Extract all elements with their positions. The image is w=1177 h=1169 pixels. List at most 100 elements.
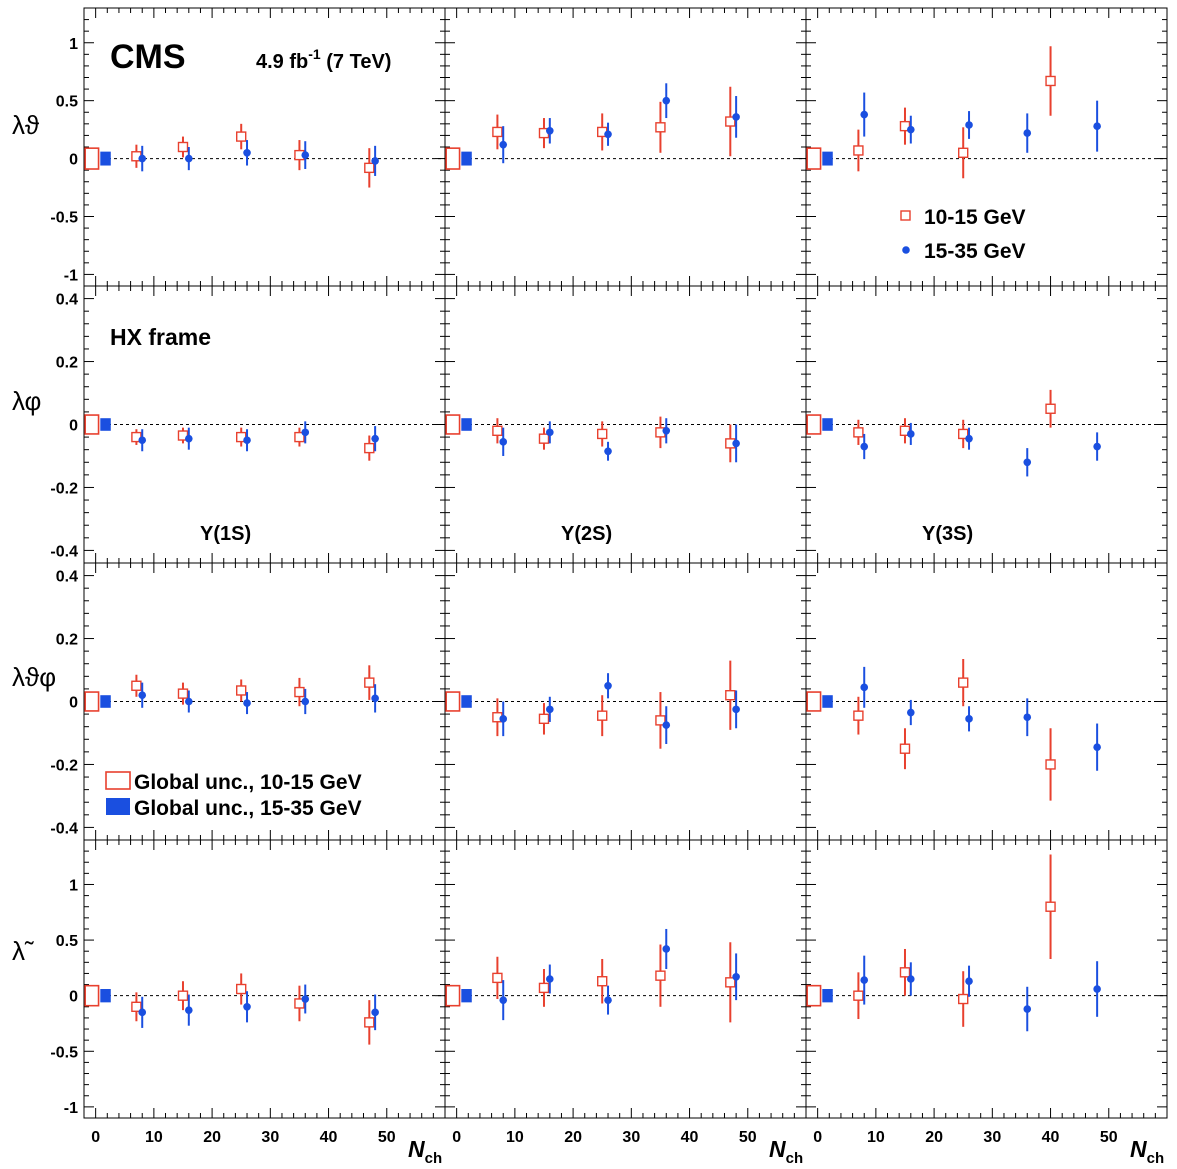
data-point-15-35: [301, 428, 310, 437]
x-tick-label: 40: [681, 1129, 699, 1146]
panel-frame: [83, 839, 446, 1119]
x-tick-label: 30: [983, 1129, 1001, 1146]
series-legend: 10-15 GeV 15-35 GeV: [900, 206, 1026, 263]
data-point-10-15: [655, 715, 666, 726]
data-point-15-35: [965, 977, 973, 986]
data-point-15-35: [604, 996, 612, 1004]
data-point-15-35: [662, 945, 671, 953]
panel-frame: [444, 7, 807, 287]
global-unc-box-10-15: [445, 147, 461, 170]
panel-r2-c1: [444, 562, 807, 841]
data-point-15-35: [732, 972, 740, 981]
data-point-15-35: [662, 96, 671, 105]
data-point-15-35: [371, 694, 379, 703]
panel-r0-c0: -1 -0.5 0 0.5 1: [50, 7, 446, 287]
data-point-10-15: [725, 690, 736, 701]
data-point-15-35: [1023, 458, 1032, 467]
global-unc-box-15-35: [822, 151, 833, 166]
x-tick-label: 10: [145, 1129, 163, 1146]
global-unc-box-10-15: [806, 147, 822, 170]
x-axis-title-sub: ch: [1147, 1150, 1165, 1167]
data-point-15-35: [546, 975, 554, 983]
legend-label-10-15: 10-15 GeV: [924, 206, 1026, 229]
x-axis-title-col2: Nch: [769, 1136, 803, 1167]
x-axis-title-main: N: [769, 1136, 786, 1162]
y-tick-label: -1: [64, 267, 78, 284]
data-point-10-15: [492, 126, 503, 138]
data-point-15-35: [138, 154, 147, 163]
data-point-10-15: [655, 122, 666, 133]
data-point-15-35: [371, 1008, 379, 1017]
x-tick-label: 40: [1042, 1129, 1060, 1146]
y-tick-label: -0.5: [50, 1044, 78, 1061]
legend-marker-15-35: [902, 246, 910, 254]
data-point-15-35: [243, 699, 251, 707]
data-point-10-15: [364, 162, 375, 174]
y-tick-label: -0.4: [50, 820, 78, 837]
luminosity-prefix: 4.9 fb: [256, 51, 308, 73]
data-point-10-15: [853, 145, 864, 156]
data-point-15-35: [301, 697, 310, 706]
data-point-10-15: [364, 1017, 375, 1028]
y-tick-label: -0.2: [50, 480, 78, 497]
data-point-15-35: [604, 130, 612, 139]
data-point-10-15: [958, 428, 969, 440]
data-point-10-15: [364, 442, 375, 454]
global-unc-box-10-15: [445, 984, 461, 1007]
data-point-15-35: [860, 110, 869, 119]
panel-r0-c2: [805, 7, 1168, 287]
data-point-10-15: [538, 433, 550, 444]
data-point-15-35: [732, 439, 740, 448]
state-label-2s: Υ(2S): [561, 523, 612, 545]
global-unc-box-15-35: [461, 418, 472, 431]
data-point-10-15: [899, 743, 911, 754]
row-label-lambda-phi: λφ: [12, 386, 41, 416]
global-unc-box-10-15: [84, 414, 100, 435]
x-axis-title-col1: Nch: [408, 1136, 442, 1167]
y-tick-label: -0.4: [50, 543, 78, 560]
global-unc-box-10-15: [445, 691, 461, 712]
data-point-10-15: [725, 977, 736, 988]
global-unc-box-15-35: [100, 695, 111, 708]
data-point-15-35: [907, 430, 915, 438]
data-point-10-15: [597, 976, 608, 987]
data-point-15-35: [243, 1003, 251, 1011]
data-point-10-15: [1045, 403, 1056, 414]
y-tick-label: 0: [69, 152, 78, 169]
x-tick-label: 50: [1100, 1129, 1118, 1146]
global-unc-box-15-35: [100, 989, 111, 1003]
x-tick-label: 0: [91, 1129, 100, 1146]
global-uncertainty-legend: Global unc., 10-15 GeV Global unc., 15-3…: [105, 771, 362, 820]
y-tick-label: 0.2: [56, 355, 78, 372]
data-point-15-35: [965, 121, 973, 129]
data-point-10-15: [236, 685, 247, 696]
data-point-10-15: [294, 998, 305, 1009]
data-point-15-35: [907, 975, 915, 983]
y-tick-label: 0: [69, 989, 78, 1006]
data-point-10-15: [236, 983, 247, 995]
data-point-15-35: [965, 434, 973, 443]
data-point-15-35: [371, 157, 379, 165]
data-point-10-15: [177, 990, 189, 1001]
data-point-15-35: [907, 708, 915, 717]
data-point-15-35: [1093, 442, 1101, 451]
x-tick-label: 30: [622, 1129, 640, 1146]
row-label-lambda-tilde: λ̃: [12, 936, 34, 966]
data-point-10-15: [236, 131, 247, 142]
global-unc-box-15-35: [100, 151, 111, 166]
data-point-10-15: [958, 147, 969, 158]
global-unc-box-15-35: [461, 989, 472, 1003]
y-tick-label: -1: [64, 1100, 78, 1117]
data-point-15-35: [185, 434, 193, 443]
global-unc-box-15-35: [461, 151, 472, 166]
x-axis-title-sub: ch: [425, 1150, 443, 1167]
data-point-15-35: [1023, 129, 1032, 137]
data-point-15-35: [1093, 122, 1101, 130]
data-point-10-15: [492, 425, 503, 436]
data-point-10-15: [1045, 901, 1056, 912]
data-point-15-35: [138, 1008, 147, 1017]
data-point-10-15: [294, 431, 305, 443]
x-tick-label: 20: [925, 1129, 943, 1146]
data-point-15-35: [546, 428, 554, 437]
y-tick-label: 0.4: [56, 569, 78, 586]
